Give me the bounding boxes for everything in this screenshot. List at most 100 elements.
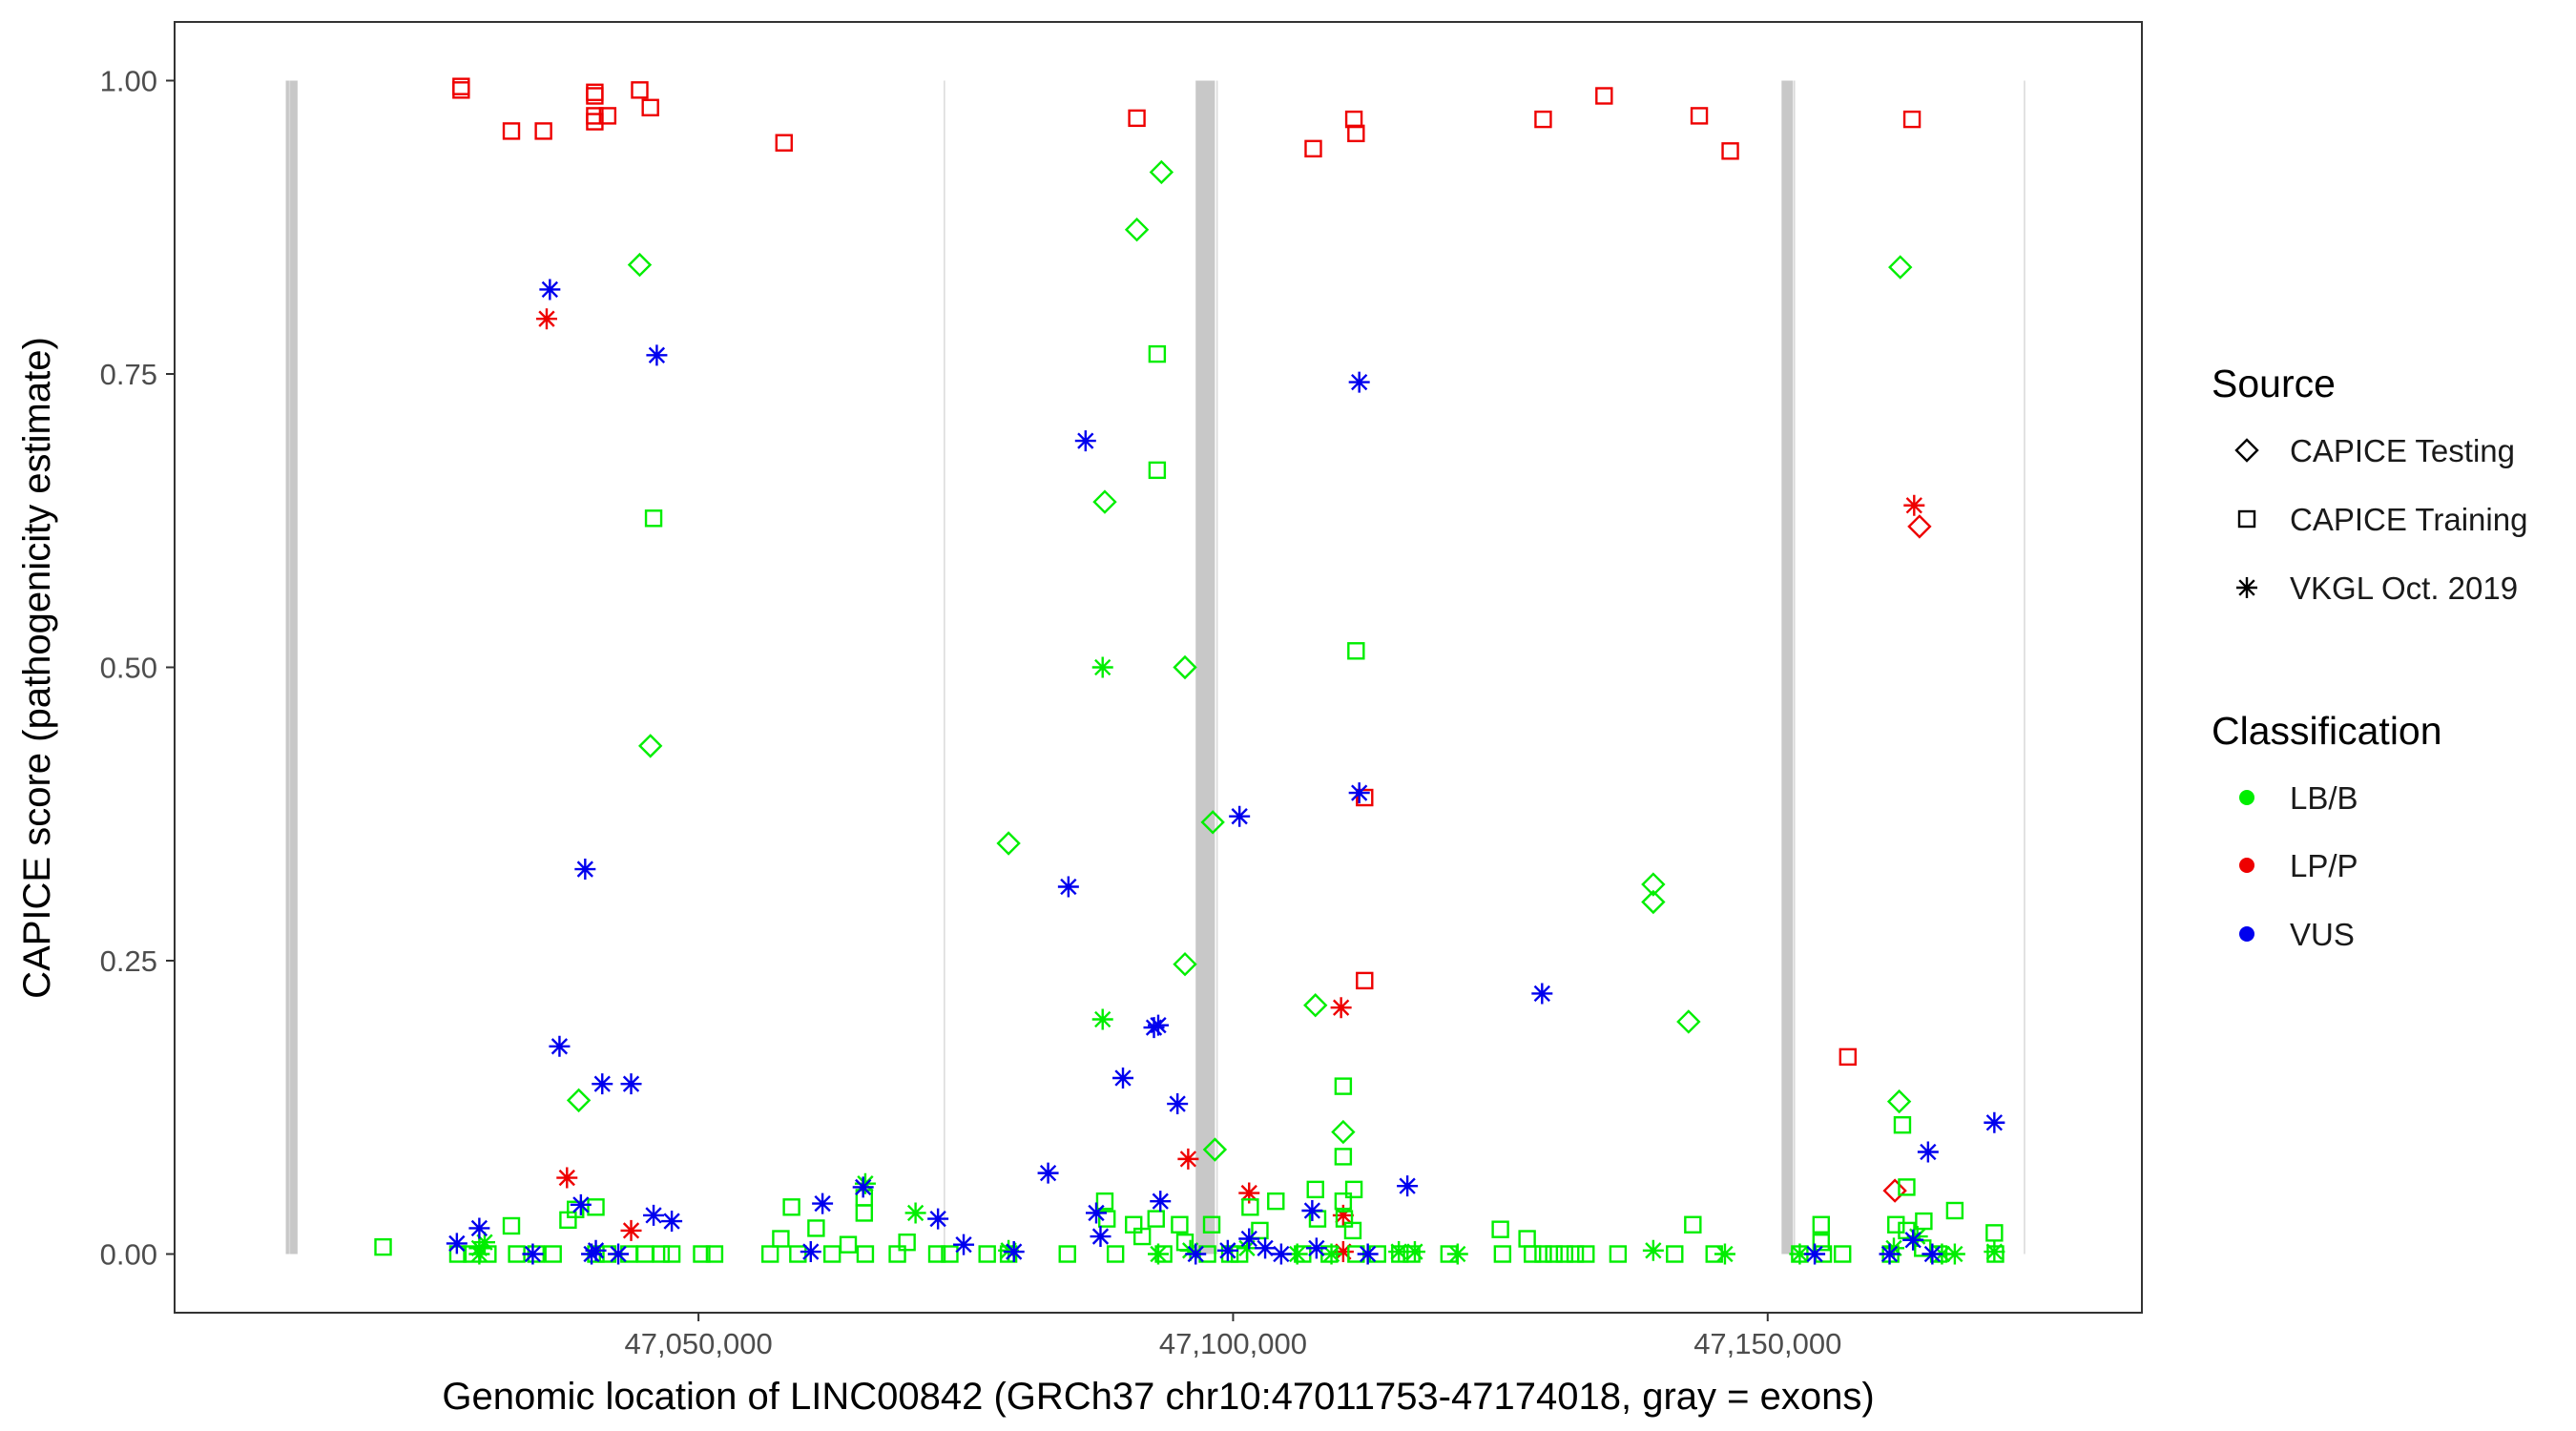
asterisk-point: [539, 279, 561, 301]
square-point: [1534, 110, 1552, 129]
diamond-point: [566, 1088, 592, 1113]
series-vus-vkgl: [446, 279, 2005, 1265]
square-point: [1334, 1077, 1353, 1095]
square-point: [502, 122, 521, 140]
square-point: [631, 81, 649, 99]
diamond-glyph: [2234, 438, 2259, 463]
square-point: [641, 98, 659, 116]
square-point: [1595, 87, 1613, 105]
reference-lines: [288, 80, 2025, 1255]
x-tick-label: 47,150,000: [1693, 1327, 1841, 1360]
asterisk-point: [446, 1233, 467, 1255]
asterisk-point: [998, 1239, 1020, 1261]
square-point: [693, 1245, 711, 1263]
diamond-point: [1907, 514, 1932, 539]
exon-band-1: [285, 80, 298, 1255]
asterisk-point: [1348, 371, 1370, 393]
asterisk-point: [1255, 1237, 1277, 1259]
asterisk-point: [1984, 1111, 2005, 1133]
series-lp-p-capice-testing: [1882, 514, 1932, 1203]
asterisk-point: [1229, 805, 1251, 827]
asterisk-point: [1148, 1243, 1169, 1265]
square-point: [502, 1216, 521, 1235]
asterisk-point: [1238, 1228, 1260, 1250]
x-tick-label: 47,100,000: [1159, 1327, 1307, 1360]
square-point: [1666, 1245, 1684, 1263]
square-point: [662, 1245, 681, 1263]
legend-entry-capice-training: CAPICE Training: [2237, 502, 2527, 537]
diamond-point: [996, 831, 1021, 856]
asterisk-point: [1902, 1229, 1924, 1251]
asterisk-point: [1057, 876, 1079, 898]
square-point: [1898, 1221, 1916, 1240]
diamond-point: [627, 252, 653, 278]
square-point: [1220, 1245, 1239, 1263]
diamond-point: [1173, 654, 1197, 680]
square-point: [652, 1245, 671, 1263]
legend-entry-capice-testing: CAPICE Testing: [2234, 433, 2515, 468]
asterisk-point: [1086, 1202, 1107, 1224]
square-glyph: [2237, 509, 2256, 529]
asterisk-point: [904, 1202, 926, 1224]
square-point: [452, 81, 470, 99]
asterisk-point: [608, 1243, 630, 1265]
square-point: [761, 1245, 779, 1263]
asterisk-point: [1789, 1243, 1811, 1265]
asterisk-point: [852, 1176, 874, 1198]
asterisk-point: [1305, 1237, 1327, 1259]
series-lp-p-capice-training: [452, 77, 1922, 1067]
asterisk-point: [1332, 1204, 1354, 1226]
square-point: [586, 87, 604, 105]
asterisk-point: [468, 1243, 490, 1265]
square-point: [1171, 1215, 1189, 1234]
asterisk-point: [1216, 1239, 1238, 1261]
diamond-point: [637, 734, 663, 758]
axes: 47,050,000 47,100,000 47,150,000 0.00 0.25 0.…: [100, 65, 1842, 1361]
diamond-point: [1641, 889, 1666, 915]
y-tick-label: 0.25: [100, 944, 157, 978]
square-point: [1945, 1201, 1964, 1220]
square-point: [1402, 1245, 1421, 1263]
y-axis-title: CAPICE score (pathogenicity estimate): [16, 337, 58, 999]
square-point: [782, 1198, 800, 1216]
square-point: [1347, 642, 1365, 660]
data-points: [374, 77, 2005, 1265]
legend-label-vkgl: VKGL Oct. 2019: [2290, 570, 2518, 606]
diamond-point: [1202, 1137, 1228, 1162]
square-point: [374, 1237, 392, 1256]
asterisk-point: [927, 1208, 949, 1230]
asterisk-point: [1091, 1008, 1113, 1030]
exon-band-3: [1781, 80, 1794, 1255]
square-point: [1721, 142, 1739, 160]
asterisk-point: [1286, 1243, 1308, 1265]
square-point: [1148, 344, 1167, 363]
square-point: [1545, 1245, 1563, 1263]
square-point: [888, 1245, 906, 1263]
diamond-point: [1331, 1119, 1356, 1145]
diamond-icon: [2234, 438, 2259, 463]
asterisk-point: [1037, 1162, 1059, 1184]
asterisk-point: [1879, 1243, 1901, 1265]
square-point: [1343, 1221, 1362, 1240]
diamond-point: [1888, 255, 1913, 280]
asterisk-point: [1714, 1243, 1735, 1265]
square-point: [1202, 1215, 1221, 1234]
asterisk-point: [953, 1234, 975, 1255]
square-point: [1356, 788, 1374, 807]
square-point: [1128, 109, 1146, 128]
asterisk-point: [1179, 1239, 1201, 1261]
square-point: [705, 1245, 724, 1263]
legend-label-lpp: LP/P: [2290, 848, 2358, 883]
asterisk-point: [1397, 1175, 1419, 1197]
asterisk-point: [1388, 1241, 1410, 1263]
asterisk-point: [1074, 430, 1096, 452]
green-dot-icon: [2239, 790, 2254, 805]
asterisk-point: [1238, 1182, 1260, 1204]
square-point: [1147, 1210, 1165, 1228]
square-point: [598, 107, 617, 125]
legend: Source CAPICE Testing CAPICE Training VK…: [2212, 362, 2527, 952]
square-point: [1334, 1192, 1353, 1211]
square-point: [789, 1245, 807, 1263]
square-point: [1267, 1192, 1285, 1211]
